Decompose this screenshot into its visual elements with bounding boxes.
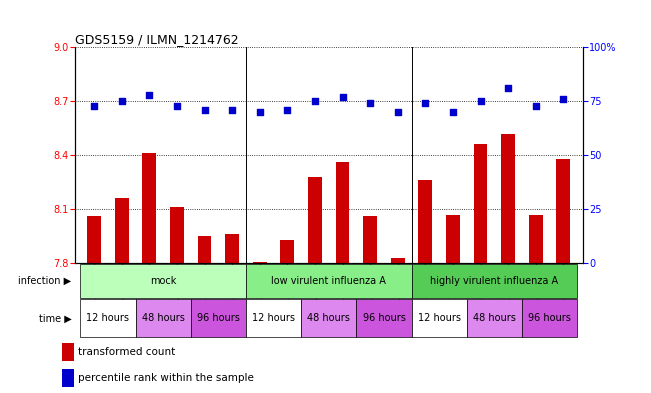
Point [448, 109, 458, 115]
Text: mock: mock [150, 276, 176, 286]
Text: infection ▶: infection ▶ [18, 276, 72, 286]
Text: 96 hours: 96 hours [197, 313, 240, 323]
Point [475, 98, 486, 104]
Bar [446, 215, 460, 263]
Bar [143, 153, 156, 263]
Point [255, 109, 265, 115]
Text: GDS5159 / ILMN_1214762: GDS5159 / ILMN_1214762 [75, 33, 238, 46]
Bar [467, 299, 522, 337]
Point [282, 107, 292, 113]
Text: time ▶: time ▶ [39, 313, 72, 323]
Text: low virulent influenza A: low virulent influenza A [271, 276, 386, 286]
Bar [301, 299, 356, 337]
Bar [336, 162, 350, 263]
Text: 96 hours: 96 hours [363, 313, 406, 323]
Point [531, 102, 541, 108]
Text: 48 hours: 48 hours [142, 313, 185, 323]
Bar [411, 299, 467, 337]
Point [144, 92, 154, 98]
Point [393, 109, 403, 115]
Bar [557, 159, 570, 263]
Point [558, 96, 568, 102]
Text: 12 hours: 12 hours [87, 313, 130, 323]
Bar [62, 369, 74, 387]
Text: transformed count: transformed count [78, 347, 175, 357]
Text: highly virulent influenza A: highly virulent influenza A [430, 276, 559, 286]
Text: 48 hours: 48 hours [473, 313, 516, 323]
Point [503, 85, 514, 91]
Bar [246, 299, 301, 337]
Bar [391, 258, 405, 263]
Bar [529, 215, 543, 263]
Bar [80, 264, 246, 298]
Bar [62, 343, 74, 361]
Point [172, 102, 182, 108]
Bar [246, 264, 411, 298]
Text: 96 hours: 96 hours [528, 313, 571, 323]
Point [337, 94, 348, 100]
Bar [501, 134, 515, 263]
Text: 48 hours: 48 hours [307, 313, 350, 323]
Text: 12 hours: 12 hours [418, 313, 461, 323]
Bar [411, 264, 577, 298]
Point [365, 100, 376, 107]
Point [420, 100, 430, 107]
Point [227, 107, 238, 113]
Bar [225, 235, 239, 263]
Bar [281, 240, 294, 263]
Bar [522, 299, 577, 337]
Point [89, 102, 100, 108]
Text: percentile rank within the sample: percentile rank within the sample [78, 373, 254, 383]
Bar [135, 299, 191, 337]
Text: 12 hours: 12 hours [252, 313, 295, 323]
Bar [80, 299, 135, 337]
Bar [191, 299, 246, 337]
Bar [170, 208, 184, 263]
Bar [356, 299, 411, 337]
Bar [87, 217, 101, 263]
Bar [253, 261, 267, 263]
Bar [474, 144, 488, 263]
Bar [198, 236, 212, 263]
Bar [419, 180, 432, 263]
Point [117, 98, 127, 104]
Point [199, 107, 210, 113]
Point [310, 98, 320, 104]
Bar [308, 177, 322, 263]
Bar [115, 198, 129, 263]
Bar [363, 217, 377, 263]
